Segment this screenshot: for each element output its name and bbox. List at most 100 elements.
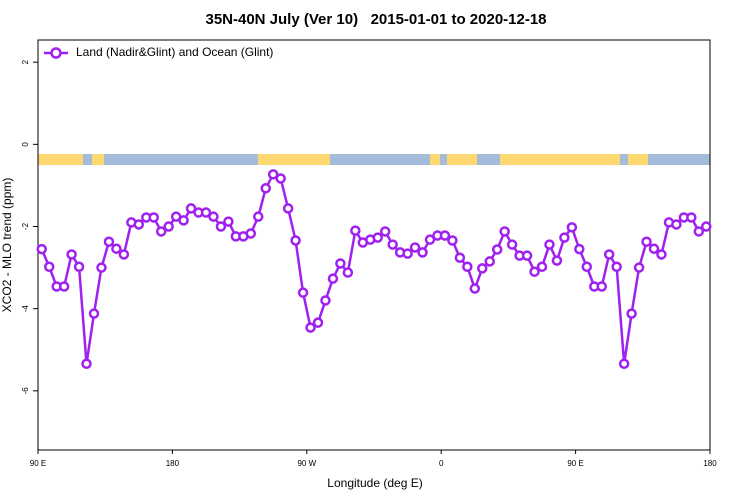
data-point <box>253 211 264 222</box>
legend: Land (Nadir&Glint) and Ocean (Glint) <box>44 45 273 59</box>
data-point <box>409 242 421 253</box>
data-point <box>200 207 212 218</box>
data-point <box>417 247 428 258</box>
x-tick-label: 180 <box>703 459 717 468</box>
y-tick-label: 2 <box>21 59 30 64</box>
data-point <box>499 226 510 237</box>
data-point <box>551 255 563 266</box>
data-point <box>327 273 339 284</box>
data-point <box>148 212 159 223</box>
data-point <box>559 232 570 243</box>
data-point <box>544 239 555 250</box>
data-point <box>529 266 540 277</box>
data-point <box>484 256 495 267</box>
data-point <box>656 249 667 260</box>
data-point <box>693 226 705 237</box>
data-point <box>402 248 413 259</box>
data-point <box>641 236 652 247</box>
land-band <box>447 154 477 165</box>
data-point <box>686 212 697 223</box>
land-band <box>38 154 83 165</box>
data-point <box>320 295 331 306</box>
data-point <box>581 261 593 273</box>
data-point <box>491 244 503 255</box>
plot-frame <box>37 39 711 451</box>
data-point <box>267 169 279 180</box>
land-band <box>500 154 620 165</box>
data-point <box>73 261 85 273</box>
x-tick-label: 180 <box>166 459 180 468</box>
land-band <box>628 154 648 165</box>
y-tick-label: 0 <box>21 142 30 147</box>
data-point <box>477 263 488 274</box>
data-point <box>350 225 361 236</box>
data-point <box>387 239 398 250</box>
data-point <box>372 232 383 243</box>
x-tick-label: 0 <box>439 459 444 468</box>
data-point <box>290 235 301 246</box>
data-point <box>648 243 660 254</box>
data-point <box>118 249 130 260</box>
data-point <box>566 222 578 233</box>
y-axis-label: XCO2 - MLO trend (ppm) <box>0 178 14 313</box>
data-point <box>447 235 458 246</box>
y-tick-label: -6 <box>21 387 30 395</box>
data-point <box>297 287 309 298</box>
data-point <box>701 221 712 232</box>
ocean-band <box>38 154 710 165</box>
data-point <box>342 267 354 278</box>
data-point <box>282 203 294 214</box>
data-point <box>618 358 630 369</box>
data-point <box>439 230 451 241</box>
data-point <box>603 249 615 260</box>
data-point <box>185 203 197 214</box>
data-point <box>521 250 533 261</box>
legend-marker <box>50 47 62 59</box>
x-tick-label: 90 W <box>297 459 316 468</box>
data-point <box>626 308 637 319</box>
y-tick-label: -2 <box>21 222 30 230</box>
data-point <box>208 211 219 222</box>
data-point <box>36 243 47 255</box>
data-point <box>305 322 316 333</box>
data-point <box>469 283 481 294</box>
x-tick-label: 90 E <box>567 459 583 468</box>
data-point <box>223 216 234 227</box>
land-ocean-strip <box>38 154 710 165</box>
data-point <box>611 261 622 273</box>
data-point <box>155 226 167 237</box>
data-point <box>260 183 271 194</box>
data-point <box>536 261 548 273</box>
data-point <box>574 243 585 255</box>
data-point <box>671 219 682 230</box>
x-axis-label: Longitude (deg E) <box>327 476 422 490</box>
data-point <box>58 281 70 292</box>
data-point <box>596 281 607 292</box>
data-point <box>275 173 286 184</box>
data-point <box>111 243 122 254</box>
land-band <box>92 154 104 165</box>
legend-label: Land (Nadir&Glint) and Ocean (Glint) <box>76 45 273 59</box>
data-point <box>633 262 645 273</box>
data-point <box>335 258 346 269</box>
data-point <box>178 215 189 226</box>
x-tick-label: 90 E <box>30 459 46 468</box>
data-point <box>424 234 436 245</box>
data-point <box>66 249 77 260</box>
data-point <box>454 252 466 263</box>
land-band <box>258 154 330 165</box>
chart-title: 35N-40N July (Ver 10) 2015-01-01 to 2020… <box>205 11 546 28</box>
data-point <box>462 261 473 273</box>
data-point <box>245 228 257 239</box>
data-point <box>163 221 174 232</box>
y-tick-label: -4 <box>21 305 30 313</box>
data-point <box>96 262 107 273</box>
data-point <box>379 226 391 237</box>
data-point <box>506 239 518 250</box>
data-point <box>133 219 145 230</box>
data-point <box>88 308 100 319</box>
data-point <box>103 236 115 247</box>
data-point <box>43 261 55 273</box>
data-point <box>312 317 324 328</box>
